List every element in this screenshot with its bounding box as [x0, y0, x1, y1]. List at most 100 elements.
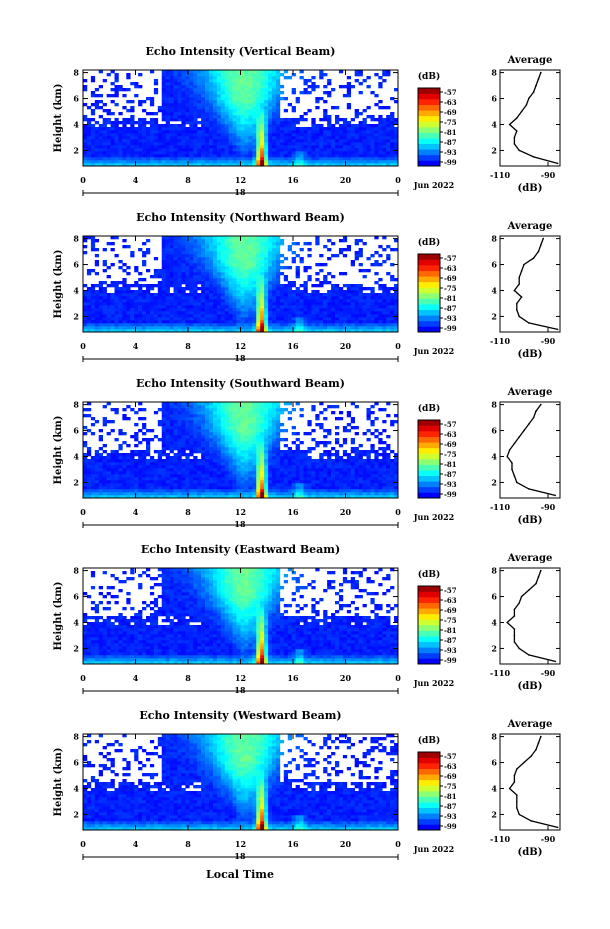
heatmap-cell	[394, 308, 399, 312]
heatmap-cell	[216, 136, 222, 140]
heatmap-cell	[161, 260, 166, 264]
heatmap-cell	[228, 462, 233, 466]
colorbar-segment	[418, 104, 440, 111]
heatmap-cell	[252, 142, 257, 146]
heatmap-cell	[264, 154, 269, 158]
heatmap-cell	[256, 293, 261, 297]
heatmap-cell	[256, 314, 261, 318]
colorbar-segment	[418, 265, 440, 272]
heatmap-cell	[248, 308, 253, 312]
heatmap-cell	[228, 248, 233, 252]
heatmap-cell	[370, 163, 375, 167]
heatmap-cell	[216, 471, 222, 475]
heatmap-cell	[382, 106, 387, 110]
heatmap-cell	[118, 154, 123, 158]
heatmap-cell	[177, 251, 182, 255]
heatmap-cell	[181, 429, 186, 433]
heatmap-cell	[232, 254, 237, 258]
heatmap-cell	[149, 103, 155, 107]
heatmap-cell	[138, 468, 143, 472]
heatmap-cell	[378, 160, 383, 164]
heatmap-cell	[153, 284, 159, 288]
heatmap-cell	[165, 492, 170, 496]
heatmap-cell	[102, 320, 107, 324]
heatmap-cell	[354, 242, 359, 246]
heatmap-cell	[114, 462, 119, 466]
heatmap-cell	[181, 408, 186, 412]
heatmap-cell	[252, 85, 257, 89]
heatmap-cell	[209, 245, 214, 249]
heatmap-cell	[149, 130, 155, 134]
heatmap-cell	[212, 275, 218, 279]
heatmap-cell	[94, 317, 100, 321]
heatmap-cell	[331, 133, 336, 137]
heatmap-cell	[102, 462, 107, 466]
heatmap-cell	[197, 278, 202, 282]
colorbar-segment	[418, 281, 440, 288]
heatmap-cell	[83, 127, 88, 131]
heatmap-cell	[275, 278, 281, 282]
heatmap-cell	[362, 296, 367, 300]
heatmap-cell	[350, 317, 355, 321]
heatmap-cell	[149, 97, 155, 101]
colorbar-segment	[418, 132, 440, 139]
heatmap-cell	[236, 106, 241, 110]
heatmap-cell	[216, 269, 222, 273]
heatmap-cell	[232, 444, 237, 448]
heatmap-cell	[185, 456, 190, 460]
heatmap-cell	[134, 317, 139, 321]
heatmap-cell	[260, 97, 265, 101]
heatmap-cell	[240, 251, 245, 255]
heatmap-cell	[90, 489, 96, 493]
heatmap-cell	[212, 438, 218, 442]
heatmap-cell	[193, 329, 198, 333]
heatmap-cell	[189, 121, 194, 125]
heatmap-cell	[142, 314, 147, 318]
heatmap-cell	[374, 326, 379, 330]
heatmap-cell	[244, 76, 249, 80]
heatmap-cell	[279, 326, 285, 330]
heatmap-cell	[209, 489, 214, 493]
heatmap-cell	[102, 142, 107, 146]
heatmap-cell	[157, 423, 163, 427]
heatmap-cell	[236, 130, 241, 134]
heatmap-cell	[110, 314, 115, 318]
heatmap-cell	[169, 281, 174, 285]
heatmap-cell	[240, 329, 245, 333]
heatmap-cell	[295, 118, 300, 122]
profile-point	[528, 97, 530, 100]
heatmap-cell	[102, 305, 107, 309]
heatmap-cell	[161, 426, 166, 430]
heatmap-cell	[165, 97, 170, 101]
heatmap-cell	[224, 257, 229, 261]
heatmap-cell	[224, 145, 229, 149]
heatmap-cell	[224, 468, 229, 472]
heatmap-cell	[153, 257, 159, 261]
heatmap-cell	[346, 248, 352, 252]
heatmap-cell	[118, 477, 123, 481]
heatmap-cell	[134, 293, 139, 297]
heatmap-cell	[212, 326, 218, 330]
heatmap-cell	[157, 486, 163, 490]
heatmap-cell	[228, 269, 233, 273]
heatmap-cell	[358, 263, 363, 267]
heatmap-cell	[303, 287, 308, 291]
heatmap-cell	[299, 76, 304, 80]
heatmap-cell	[173, 278, 178, 282]
heatmap-cell	[197, 91, 202, 95]
heatmap-cell	[185, 320, 190, 324]
heatmap-cell	[275, 112, 281, 116]
heatmap-cell	[386, 302, 391, 306]
heatmap-cell	[193, 441, 198, 445]
heatmap-cell	[138, 480, 143, 484]
heatmap-cell	[275, 148, 281, 152]
heatmap-cell	[220, 73, 226, 77]
heatmap-cell	[228, 260, 233, 264]
heatmap-cell	[169, 435, 174, 439]
heatmap-cell	[256, 326, 261, 330]
heatmap-cell	[252, 311, 257, 315]
heatmap-cell	[275, 79, 281, 83]
heatmap-cell	[366, 329, 371, 333]
heatmap-cell	[256, 133, 261, 137]
heatmap-cell	[315, 239, 320, 243]
